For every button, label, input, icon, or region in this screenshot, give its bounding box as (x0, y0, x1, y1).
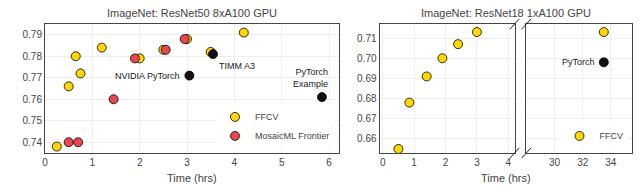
svg-text:2: 2 (137, 157, 143, 168)
svg-text:0.67: 0.67 (357, 113, 377, 124)
svg-text:32: 32 (577, 157, 589, 168)
svg-text:0.68: 0.68 (357, 93, 377, 104)
svg-text:0.78: 0.78 (23, 51, 43, 62)
svg-text:FFCV: FFCV (599, 131, 623, 141)
svg-text:2: 2 (443, 157, 449, 168)
svg-text:34: 34 (605, 157, 617, 168)
svg-text:0.70: 0.70 (357, 53, 377, 64)
svg-text:ImageNet: ResNet18 1xA100 GPU: ImageNet: ResNet18 1xA100 GPU (421, 7, 591, 19)
svg-text:0: 0 (380, 157, 386, 168)
svg-text:3: 3 (184, 157, 190, 168)
svg-text:PyTorch: PyTorch (562, 57, 595, 67)
svg-text:TIMM A3: TIMM A3 (219, 61, 255, 71)
svg-text:0.71: 0.71 (357, 33, 377, 44)
svg-text:0.74: 0.74 (23, 137, 43, 148)
svg-text:0.79: 0.79 (23, 29, 43, 40)
svg-text:0: 0 (42, 157, 48, 168)
svg-text:0.75: 0.75 (23, 115, 43, 126)
svg-text:1: 1 (411, 157, 417, 168)
svg-text:0.66: 0.66 (357, 133, 377, 144)
svg-text:3: 3 (474, 157, 480, 168)
svg-text:1: 1 (90, 157, 96, 168)
svg-text:4: 4 (506, 157, 512, 168)
svg-text:6: 6 (326, 157, 332, 168)
svg-text:4: 4 (232, 157, 238, 168)
svg-text:FFCV: FFCV (255, 112, 279, 122)
svg-text:MosaicML Frontier: MosaicML Frontier (255, 131, 329, 141)
svg-text:NVIDIA PyTorch: NVIDIA PyTorch (115, 71, 180, 81)
svg-text:ImageNet: ResNet50 8xA100 GPU: ImageNet: ResNet50 8xA100 GPU (107, 7, 277, 19)
svg-text:Time (hrs): Time (hrs) (481, 172, 531, 184)
svg-text:PyTorchExample: PyTorchExample (293, 67, 328, 89)
svg-text:Time (hrs): Time (hrs) (167, 172, 217, 184)
svg-text:5: 5 (279, 157, 285, 168)
svg-text:0.76: 0.76 (23, 94, 43, 105)
svg-text:0.77: 0.77 (23, 72, 43, 83)
svg-text:30: 30 (549, 157, 561, 168)
svg-text:0.69: 0.69 (357, 73, 377, 84)
